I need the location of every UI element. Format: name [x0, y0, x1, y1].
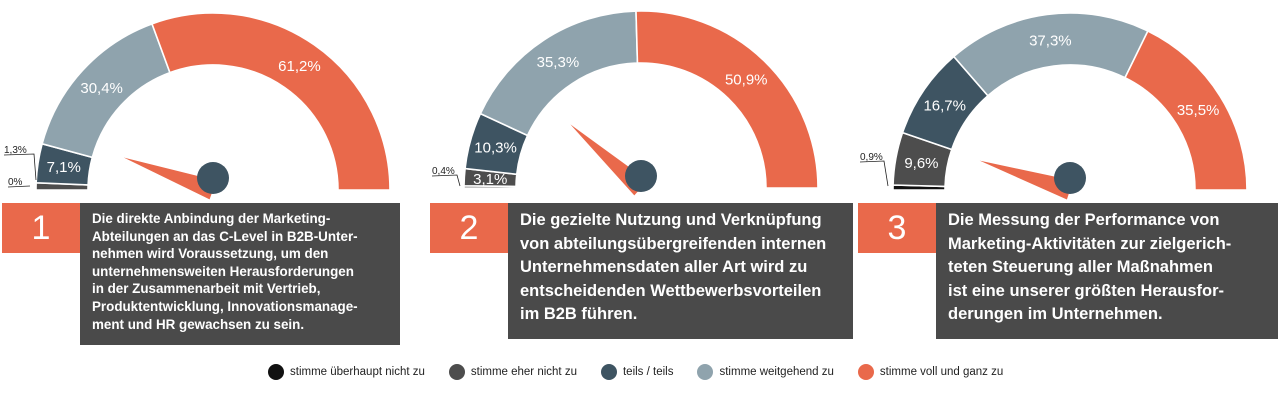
- needle-hub: [625, 160, 657, 192]
- legend: stimme überhaupt nicht zu stimme eher ni…: [268, 364, 1027, 380]
- segment-weitgehend: [952, 12, 1149, 97]
- data-label: 10,3%: [474, 139, 517, 156]
- legend-item: teils / teils: [600, 364, 674, 380]
- data-label: 0,9%: [860, 152, 883, 163]
- data-label: 37,3%: [1029, 32, 1072, 49]
- statement-line: entscheidenden Wettbewerbsvorteilen: [520, 281, 822, 300]
- statement-box-3: Die Messung der Performance von Marketin…: [936, 203, 1278, 339]
- statement-number-3: 3: [858, 203, 936, 253]
- leader-line: [7, 185, 31, 188]
- data-label: 50,9%: [725, 72, 768, 89]
- segment-voll-und-ganz: [635, 10, 819, 189]
- segment-voll-und-ganz: [1123, 29, 1248, 191]
- leader-line: [3, 153, 37, 181]
- statement-line: ment und HR gewachsen zu sein.: [92, 316, 305, 332]
- data-label: 30,4%: [80, 80, 123, 97]
- statement-line: in der Zusammenarbeit mit Vertrieb,: [92, 281, 321, 297]
- data-label: 35,5%: [1177, 102, 1220, 119]
- statement-line: derungen im Unternehmen.: [948, 305, 1163, 323]
- segment-voll-und-ganz: [150, 12, 391, 191]
- leader-line: [431, 174, 461, 187]
- legend-label: teils / teils: [622, 366, 674, 378]
- segment-weitgehend: [479, 10, 639, 137]
- leader-line: [859, 160, 889, 187]
- statement-number-2: 2: [430, 203, 508, 253]
- statement-line: im B2B führen.: [520, 305, 638, 323]
- statement-box-1: Die direkte Anbindung der Marketing- Abt…: [80, 203, 400, 345]
- needle-hub: [1054, 162, 1086, 194]
- legend-label: stimme eher nicht zu: [470, 366, 577, 378]
- data-label: 16,7%: [923, 98, 966, 115]
- statement-line: Die gezielte Nutzung und Verknüpfung: [520, 211, 822, 229]
- needle-hub: [197, 162, 229, 194]
- statement-line: Unternehmensdaten aller Art wird zu: [520, 258, 808, 276]
- data-label: 1,3%: [4, 145, 27, 156]
- gauge-needle: [123, 157, 217, 200]
- statement-line: nehmen wird Voraussetzung, um den: [92, 246, 329, 262]
- gauge-needle: [979, 160, 1074, 200]
- legend-label: stimme überhaupt nicht zu: [290, 366, 425, 378]
- legend-swatch: [448, 364, 465, 380]
- statement-number-1: 1: [2, 203, 80, 253]
- data-label: 3,1%: [473, 171, 507, 188]
- statement-box-2: Die gezielte Nutzung und Verknüpfung von…: [508, 203, 853, 339]
- legend-item: stimme überhaupt nicht zu: [268, 364, 425, 380]
- legend-swatch: [697, 364, 714, 380]
- statement-line: teten Steuerung aller Maßnahmen: [948, 258, 1213, 276]
- legend-swatch: [268, 364, 284, 380]
- data-label: 7,1%: [47, 159, 81, 176]
- statement-line: Abteilungen an das C-Level in B2B-Unter-: [92, 228, 358, 244]
- statement-line: unternehmensweiten Herausforderungen: [92, 263, 354, 279]
- legend-swatch: [600, 364, 617, 380]
- legend-label: stimme voll und ganz zu: [879, 366, 1004, 378]
- legend-swatch: [857, 364, 874, 380]
- statement-line: Produktentwicklung, Innovationsmanage-: [92, 298, 358, 314]
- statement-line: von abteilungsübergreifenden internen: [520, 234, 827, 253]
- data-label: 0%: [8, 177, 23, 188]
- data-label: 0,4%: [432, 166, 455, 177]
- statement-line: Marketing-Aktivitäten zur zielgerich-: [948, 234, 1232, 253]
- legend-label: stimme weitgehend zu: [719, 366, 834, 378]
- statement-line: Die direkte Anbindung der Marketing-: [92, 211, 331, 226]
- statement-line: ist eine unserer größten Herausfor-: [948, 281, 1224, 300]
- data-label: 35,3%: [537, 54, 580, 71]
- data-label: 61,2%: [278, 58, 321, 75]
- data-label: 9,6%: [904, 155, 938, 172]
- legend-item: stimme eher nicht zu: [448, 364, 577, 380]
- statement-line: Die Messung der Performance von: [948, 211, 1220, 229]
- legend-item: stimme weitgehend zu: [697, 364, 834, 380]
- legend-item: stimme voll und ganz zu: [857, 364, 1004, 380]
